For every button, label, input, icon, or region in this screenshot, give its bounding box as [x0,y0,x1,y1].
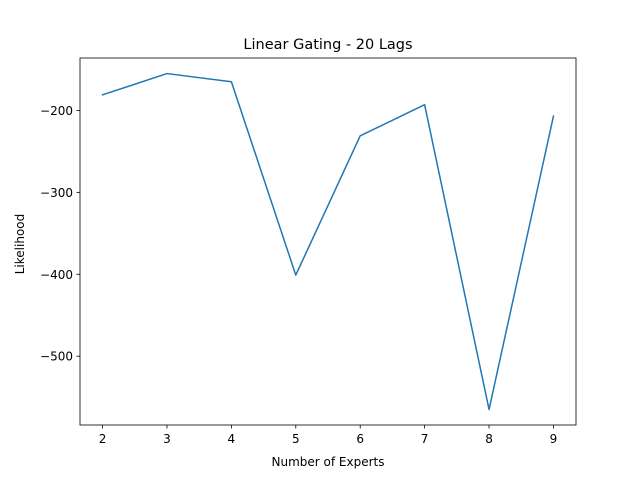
y-tick-label: −400 [40,268,73,282]
x-tick-label: 3 [163,432,171,446]
x-tick-label: 8 [485,432,493,446]
plot-area: 2 3 4 5 6 7 8 9 −500 −400 −300 −200 [40,57,577,446]
y-tick-label: −500 [40,350,73,364]
axes-frame [79,57,577,426]
y-tick-label: −200 [40,104,73,118]
x-tick-label: 4 [228,432,236,446]
x-tick-label: 2 [99,432,107,446]
x-tick-label: 7 [421,432,429,446]
y-tick-label: −300 [40,186,73,200]
chart-title: Linear Gating - 20 Lags [243,37,412,53]
x-tick-label: 6 [356,432,364,446]
y-axis-label: Likelihood [13,214,27,275]
series-line-0 [101,72,555,411]
x-tick-label: 5 [292,432,300,446]
x-axis-label: Number of Experts [272,455,385,469]
x-tick-label: 9 [550,432,558,446]
